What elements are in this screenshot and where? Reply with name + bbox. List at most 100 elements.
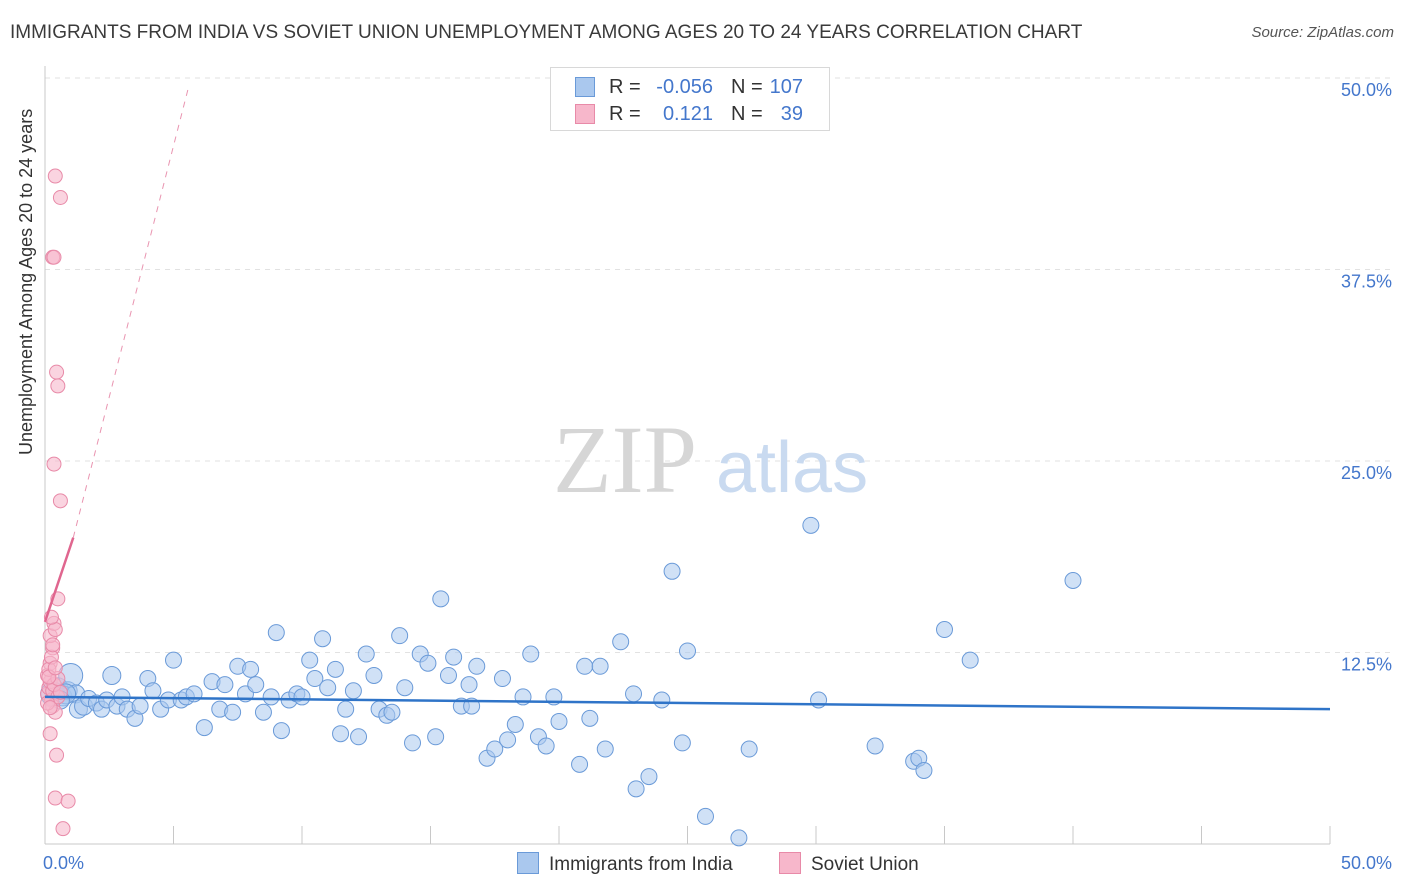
india-point bbox=[653, 691, 671, 709]
y-tick-label: 12.5% bbox=[1341, 655, 1392, 675]
soviet-point bbox=[50, 378, 66, 394]
india-point bbox=[673, 734, 691, 752]
india-point bbox=[663, 562, 681, 580]
india-point bbox=[612, 633, 630, 651]
soviet-point bbox=[42, 726, 58, 742]
india-point bbox=[293, 688, 311, 706]
india-point bbox=[391, 627, 409, 645]
legend-swatch-soviet bbox=[575, 104, 595, 124]
legend-n-value: 107 bbox=[769, 76, 803, 98]
soviet-point bbox=[52, 189, 68, 205]
watermark-zip: ZIP bbox=[553, 406, 697, 513]
trend-lines bbox=[43, 85, 1331, 711]
india-point bbox=[350, 728, 368, 746]
india-point bbox=[314, 630, 332, 648]
india-point bbox=[419, 654, 437, 672]
chart-title: IMMIGRANTS FROM INDIA VS SOVIET UNION UN… bbox=[10, 22, 1083, 43]
india-point bbox=[696, 807, 714, 825]
legend-r-label: R = bbox=[609, 103, 641, 125]
legend-n-label: N = bbox=[731, 103, 763, 125]
soviet-point bbox=[55, 821, 71, 837]
india-point bbox=[537, 737, 555, 755]
india-point bbox=[576, 657, 594, 675]
india-trend-line bbox=[44, 695, 1331, 711]
india-point bbox=[915, 761, 933, 779]
india-point bbox=[216, 676, 234, 694]
india-point bbox=[506, 716, 524, 734]
india-point bbox=[144, 682, 162, 700]
india-point bbox=[365, 666, 383, 684]
legend-n-value: 39 bbox=[780, 103, 803, 125]
series-legend-india[interactable]: Immigrants from India bbox=[517, 852, 733, 876]
india-point bbox=[102, 665, 122, 685]
soviet-point bbox=[45, 637, 61, 653]
india-point bbox=[357, 645, 375, 663]
soviet-point bbox=[46, 249, 62, 265]
india-point bbox=[439, 666, 457, 684]
legend-r-label: R = bbox=[609, 76, 641, 98]
india-point bbox=[961, 651, 979, 669]
soviet-trend-extension bbox=[72, 85, 190, 538]
india-point bbox=[866, 737, 884, 755]
india-point bbox=[460, 676, 478, 694]
india-point bbox=[591, 657, 609, 675]
india-point bbox=[936, 621, 953, 639]
india-point bbox=[522, 645, 540, 663]
soviet-point bbox=[60, 793, 76, 809]
india-point bbox=[550, 712, 568, 730]
watermark: ZIP atlas bbox=[553, 406, 868, 513]
india-point bbox=[396, 679, 414, 697]
india-point bbox=[679, 642, 696, 660]
india-point bbox=[131, 697, 149, 715]
india-point bbox=[802, 516, 820, 534]
india-point bbox=[224, 703, 242, 721]
india-point bbox=[326, 660, 344, 678]
axes bbox=[44, 66, 1331, 845]
soviet-point bbox=[47, 168, 63, 184]
soviet-trend-line bbox=[43, 537, 75, 623]
india-point bbox=[262, 688, 280, 706]
india-point bbox=[254, 703, 272, 721]
series-swatch-soviet bbox=[779, 852, 801, 874]
india-point bbox=[627, 780, 645, 798]
soviet-point bbox=[42, 700, 58, 716]
legend-row-soviet: R = 0.121 N = 39 bbox=[551, 100, 829, 128]
india-point bbox=[1064, 571, 1082, 589]
india-point bbox=[493, 670, 511, 688]
series-label-india: Immigrants from India bbox=[549, 854, 733, 875]
india-point bbox=[581, 709, 599, 727]
india-point bbox=[301, 651, 319, 669]
series-legend: Immigrants from India Soviet Union bbox=[0, 850, 1406, 880]
correlation-legend: R = -0.056 N = 107 R = 0.121 N = 39 bbox=[550, 67, 830, 131]
india-point bbox=[337, 700, 355, 718]
soviet-point bbox=[47, 790, 63, 806]
x-tick-label-min: 0.0% bbox=[43, 853, 84, 873]
legend-r-value: -0.056 bbox=[656, 76, 713, 98]
series-swatch-india bbox=[517, 852, 539, 874]
india-point bbox=[247, 676, 265, 694]
india-point bbox=[404, 734, 422, 752]
series-label-soviet: Soviet Union bbox=[811, 854, 919, 875]
legend-swatch-india bbox=[575, 77, 595, 97]
legend-r-value: 0.121 bbox=[662, 103, 713, 125]
series-legend-soviet[interactable]: Soviet Union bbox=[779, 852, 919, 876]
india-point bbox=[596, 740, 614, 758]
legend-n-label: N = bbox=[731, 76, 763, 98]
india-point bbox=[332, 725, 350, 743]
india-point bbox=[427, 728, 445, 746]
india-point bbox=[445, 648, 463, 666]
india-point bbox=[344, 682, 362, 700]
india-points bbox=[40, 516, 1082, 847]
india-point bbox=[740, 740, 758, 758]
soviet-point bbox=[49, 364, 65, 380]
y-tick-label: 50.0% bbox=[1341, 80, 1392, 100]
soviet-point bbox=[47, 660, 63, 676]
india-point bbox=[432, 590, 450, 608]
india-point bbox=[272, 722, 290, 740]
india-point bbox=[730, 829, 748, 847]
tick-labels: 12.5% 25.0% 37.5% 50.0% 0.0% 50.0% bbox=[43, 80, 1392, 873]
soviet-point bbox=[46, 456, 62, 472]
y-axis-label: Unemployment Among Ages 20 to 24 years bbox=[16, 108, 36, 455]
soviet-point bbox=[49, 747, 65, 763]
